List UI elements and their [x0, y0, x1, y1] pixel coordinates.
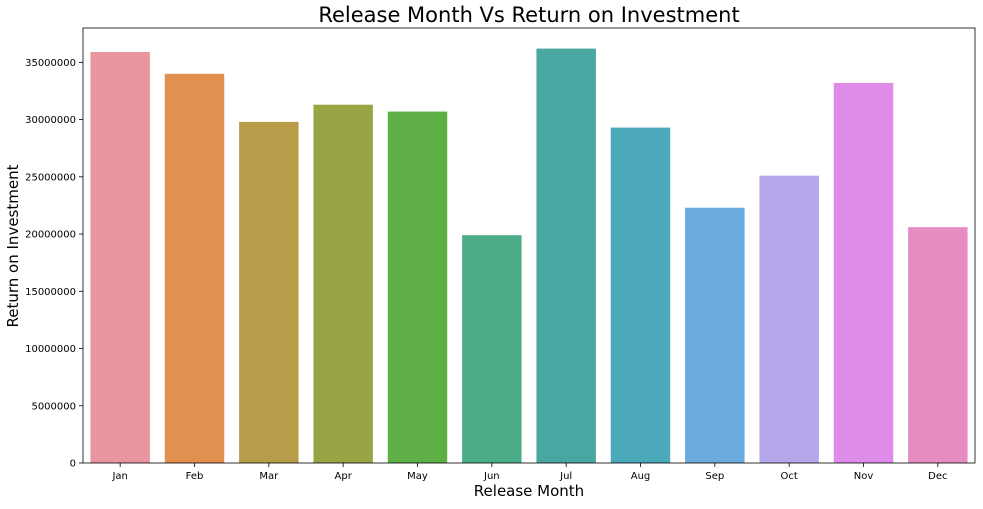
y-tick-label: 0: [70, 459, 76, 470]
bar: [239, 121, 299, 464]
x-axis-label: Release Month: [474, 482, 584, 500]
bar: [833, 82, 894, 464]
plot-frame: [82, 27, 976, 464]
bar: [759, 175, 819, 463]
x-tick-label: Feb: [186, 471, 204, 482]
plot-area: Jan Feb Mar Apr May Jun Jul Aug Sep Oct Nov Dec 0 500…: [25, 27, 976, 482]
y-tick-label: 5000000: [31, 401, 76, 412]
bar: [536, 48, 596, 464]
y-axis-label: Return on Investment: [4, 164, 22, 327]
bar: [164, 73, 225, 463]
bar: [685, 207, 745, 463]
x-tick-label: Apr: [335, 471, 353, 482]
y-tick-label: 30000000: [25, 115, 76, 126]
y-tick-label: 25000000: [25, 172, 76, 183]
x-tick-label: Dec: [928, 471, 947, 482]
x-tick-label: Oct: [781, 471, 798, 482]
y-tick-label: 10000000: [25, 344, 76, 355]
bar: [90, 52, 150, 463]
bar: [313, 104, 373, 464]
chart-title: Release Month Vs Return on Investment: [318, 3, 739, 27]
bar: [610, 127, 671, 463]
x-tick-label: Nov: [854, 471, 874, 482]
y-tick-label: 20000000: [25, 230, 76, 241]
x-tick-label: Sep: [705, 471, 724, 482]
x-tick-label: Jun: [483, 471, 500, 482]
x-tick-label: Jan: [111, 471, 127, 482]
bar: [462, 235, 522, 463]
bar: [387, 111, 448, 463]
x-tick-label: Aug: [631, 471, 651, 482]
bar: [908, 227, 968, 463]
x-tick-label: Mar: [259, 471, 279, 482]
x-tick-label: Jul: [559, 471, 572, 482]
y-tick-label: 15000000: [25, 287, 76, 298]
x-tick-label: May: [407, 471, 428, 482]
y-tick-label: 35000000: [25, 58, 76, 69]
